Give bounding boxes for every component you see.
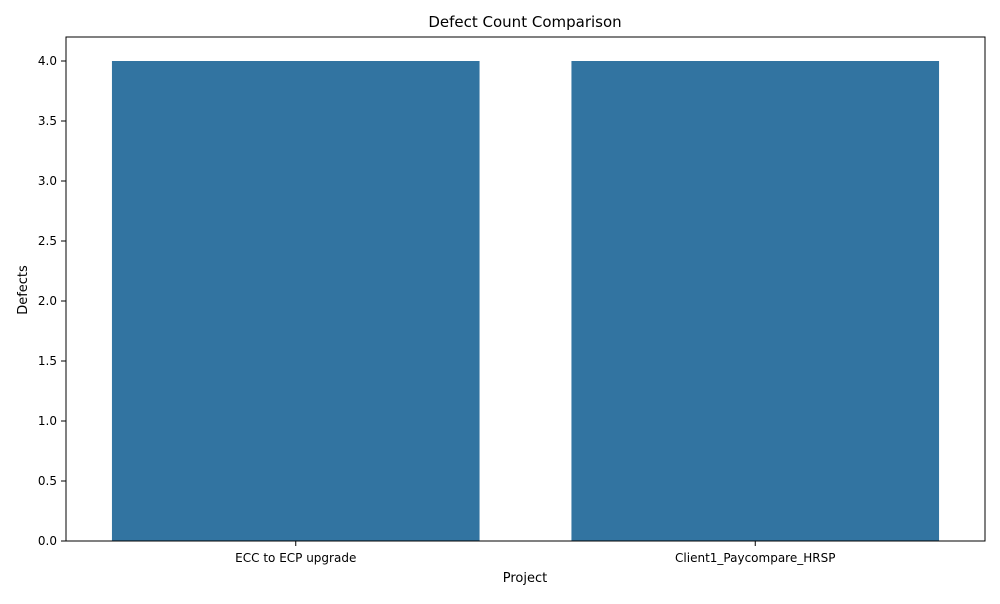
- x-tick-label: Client1_Paycompare_HRSP: [675, 551, 835, 565]
- y-tick-label: 0.0: [38, 534, 57, 548]
- plot-frame: [65, 36, 986, 542]
- x-tick-label: ECC to ECP upgrade: [235, 551, 356, 565]
- bar-1: [571, 61, 940, 541]
- bar-0: [111, 61, 480, 541]
- y-tick-label: 0.5: [38, 474, 57, 488]
- y-tick-label: 4.0: [38, 54, 57, 68]
- y-tick-label: 3.0: [38, 174, 57, 188]
- y-tick-label: 1.0: [38, 414, 57, 428]
- y-tick-label: 3.5: [38, 114, 57, 128]
- axes-group: ECC to ECP upgrade Client1_Paycompare_HRS…: [38, 36, 986, 565]
- y-tick-label: 1.5: [38, 354, 57, 368]
- bars-group: [111, 61, 940, 541]
- y-tick-label: 2.5: [38, 234, 57, 248]
- chart-title: Defect Count Comparison: [428, 13, 621, 31]
- x-axis-label: Project: [503, 571, 547, 586]
- y-axis-label: Defects: [16, 265, 31, 315]
- y-tick-label: 2.0: [38, 294, 57, 308]
